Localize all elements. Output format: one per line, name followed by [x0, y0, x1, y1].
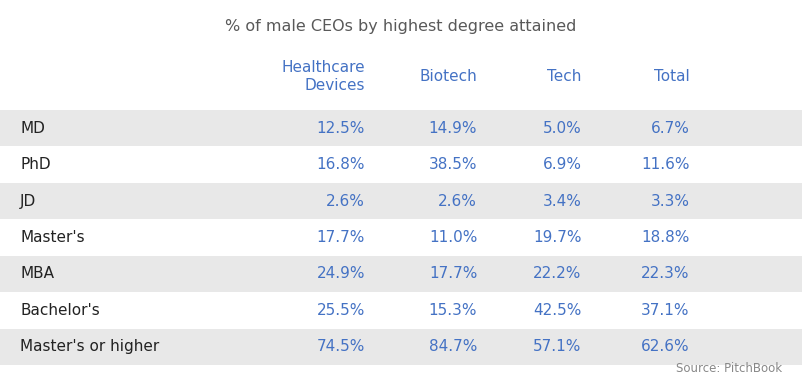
Text: 11.0%: 11.0% — [429, 230, 477, 245]
Text: 18.8%: 18.8% — [642, 230, 690, 245]
Text: 14.9%: 14.9% — [429, 121, 477, 136]
Text: 11.6%: 11.6% — [642, 157, 690, 172]
Text: Source: PitchBook: Source: PitchBook — [676, 362, 782, 375]
Text: 22.2%: 22.2% — [533, 266, 581, 282]
Text: MBA: MBA — [20, 266, 54, 282]
Text: Healthcare
Devices: Healthcare Devices — [282, 61, 365, 93]
Text: 3.3%: 3.3% — [650, 193, 690, 209]
Text: 62.6%: 62.6% — [641, 339, 690, 354]
Text: PhD: PhD — [20, 157, 51, 172]
Text: 15.3%: 15.3% — [429, 303, 477, 318]
Text: Bachelor's: Bachelor's — [20, 303, 99, 318]
Text: Total: Total — [654, 69, 690, 84]
Text: 24.9%: 24.9% — [317, 266, 365, 282]
Text: 6.7%: 6.7% — [651, 121, 690, 136]
Text: 2.6%: 2.6% — [439, 193, 477, 209]
Text: 84.7%: 84.7% — [429, 339, 477, 354]
Text: 16.8%: 16.8% — [317, 157, 365, 172]
Text: 2.6%: 2.6% — [326, 193, 365, 209]
Text: Master's or higher: Master's or higher — [20, 339, 160, 354]
Text: % of male CEOs by highest degree attained: % of male CEOs by highest degree attaine… — [225, 19, 577, 34]
Text: 5.0%: 5.0% — [543, 121, 581, 136]
Text: 12.5%: 12.5% — [317, 121, 365, 136]
Text: 74.5%: 74.5% — [317, 339, 365, 354]
Text: 17.7%: 17.7% — [317, 230, 365, 245]
Text: 42.5%: 42.5% — [533, 303, 581, 318]
Text: 57.1%: 57.1% — [533, 339, 581, 354]
Text: MD: MD — [20, 121, 45, 136]
Text: 6.9%: 6.9% — [542, 157, 581, 172]
Text: Tech: Tech — [547, 69, 581, 84]
Text: 3.4%: 3.4% — [543, 193, 581, 209]
Text: Master's: Master's — [20, 230, 85, 245]
Text: 17.7%: 17.7% — [429, 266, 477, 282]
Text: 37.1%: 37.1% — [642, 303, 690, 318]
Text: 38.5%: 38.5% — [429, 157, 477, 172]
Text: Biotech: Biotech — [419, 69, 477, 84]
Text: 25.5%: 25.5% — [317, 303, 365, 318]
Text: 19.7%: 19.7% — [533, 230, 581, 245]
Text: 22.3%: 22.3% — [642, 266, 690, 282]
Text: JD: JD — [20, 193, 36, 209]
